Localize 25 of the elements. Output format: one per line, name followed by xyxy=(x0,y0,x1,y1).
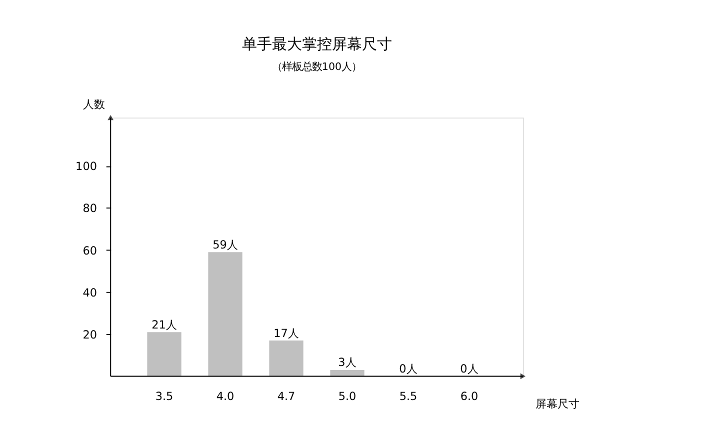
y-tick-label: 100 xyxy=(76,160,97,174)
y-tick-label: 20 xyxy=(82,328,97,342)
x-tick-label: 6.0 xyxy=(460,390,478,404)
x-tick-label: 5.5 xyxy=(399,390,418,404)
y-tick-label: 80 xyxy=(82,202,97,216)
x-tick-label: 5.0 xyxy=(338,390,356,404)
y-tick-label: 60 xyxy=(82,244,97,258)
data-label: 0人 xyxy=(460,362,478,376)
data-label: 17人 xyxy=(274,326,299,340)
y-tick-label: 40 xyxy=(82,286,97,300)
x-tick-label: 4.7 xyxy=(277,390,296,404)
bar xyxy=(330,370,364,376)
chart-title: 单手最大掌控屏幕尺寸 xyxy=(242,35,392,54)
chart-subtitle: （样板总数100人） xyxy=(272,60,362,73)
data-label: 21人 xyxy=(152,318,177,332)
bar xyxy=(208,252,242,376)
bar xyxy=(147,332,182,376)
x-axis-title: 屏幕尺寸 xyxy=(536,398,580,411)
bar xyxy=(269,340,304,376)
data-label: 0人 xyxy=(399,362,418,376)
y-axis-title: 人数 xyxy=(83,98,106,111)
data-label: 59人 xyxy=(212,238,238,252)
x-tick-label: 3.5 xyxy=(155,390,174,404)
x-tick-label: 4.0 xyxy=(216,390,234,404)
data-label: 3人 xyxy=(338,356,356,370)
